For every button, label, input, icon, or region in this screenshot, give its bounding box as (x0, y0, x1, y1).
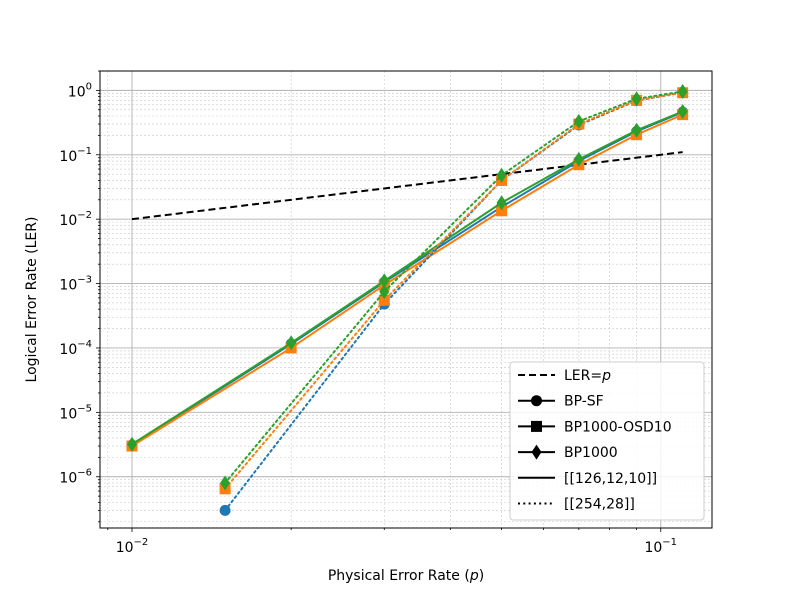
y-tick-exponent: −4 (77, 339, 92, 350)
y-tick-base: 10 (59, 278, 77, 294)
y-axis-label: Logical Error Rate (LER) (24, 217, 40, 383)
x-axis-label-text: Physical Error Rate ( (328, 568, 470, 584)
legend-entry: BP1000-OSD10 (518, 419, 672, 435)
data-point (286, 335, 297, 351)
legend-label-text: [[126,12,10]] (564, 471, 657, 487)
data-point (126, 436, 137, 452)
legend-label: BP-SF (564, 394, 604, 410)
y-tick-label: 10−6 (59, 468, 92, 487)
legend-label: [[254,28]] (564, 497, 635, 513)
y-tick-label: 10−1 (59, 146, 92, 165)
reference-line-path (131, 151, 683, 221)
data-point (496, 195, 507, 211)
data-point (631, 122, 642, 138)
legend-label-variable: p (601, 368, 611, 384)
y-tick-exponent: −3 (77, 275, 92, 286)
series-line (224, 90, 684, 484)
legend-label-text: LER= (564, 368, 602, 384)
data-point (573, 151, 584, 167)
y-tick-exponent: −6 (77, 468, 92, 479)
data-point (573, 113, 584, 129)
data-point (496, 167, 507, 183)
x-axis-label-close: ) (479, 568, 484, 584)
x-tick-label: 10−1 (644, 537, 677, 556)
legend-entry: [[254,28]] (518, 497, 635, 513)
y-tick-base: 10 (59, 149, 77, 165)
legend-label: [[126,12,10]] (564, 471, 657, 487)
y-tick-base: 10 (68, 84, 86, 100)
series-5 (220, 84, 688, 491)
y-tick-label: 10−3 (59, 275, 92, 294)
y-tick-exponent: −1 (77, 146, 92, 157)
y-tick-label: 10−4 (59, 339, 92, 358)
legend: LER=p BP-SF BP1000-OSD10 BP1000 [[126,12,10]… (509, 361, 705, 521)
data-point (379, 273, 390, 289)
series-2 (126, 103, 688, 452)
y-tick-exponent: −2 (77, 210, 92, 221)
y-tick-base: 10 (59, 406, 77, 422)
legend-label-text: BP1000-OSD10 (564, 419, 672, 435)
y-tick-base: 10 (59, 471, 77, 487)
x-tick-base: 10 (644, 540, 662, 556)
data-point (219, 504, 231, 516)
y-tick-label: 10−5 (59, 403, 92, 422)
y-tick-base: 10 (59, 342, 77, 358)
legend-label: BP1000 (564, 445, 618, 461)
x-tick-exponent: −2 (134, 537, 149, 548)
x-tick-base: 10 (116, 540, 134, 556)
legend-marker (531, 444, 542, 460)
legend-box (509, 361, 705, 521)
x-tick-label: 10−2 (116, 537, 149, 556)
data-point (677, 103, 688, 119)
y-tick-label: 100 (68, 81, 92, 100)
legend-entry: [[126,12,10]] (518, 471, 657, 487)
legend-label: LER=p (564, 368, 611, 384)
legend-entry: LER=p (518, 368, 611, 384)
data-point (378, 294, 390, 306)
legend-marker (531, 395, 542, 407)
legend-entry: BP1000 (518, 444, 618, 461)
y-tick-label: 10−2 (59, 210, 92, 229)
legend-label: BP1000-OSD10 (564, 419, 672, 435)
y-tick-base: 10 (59, 213, 77, 229)
y-tick-exponent: −5 (77, 403, 92, 414)
legend-marker (531, 420, 542, 432)
legend-label-text: BP1000 (564, 445, 618, 461)
data-point (496, 205, 508, 217)
y-tick-exponent: 0 (86, 81, 92, 92)
data-point (677, 84, 688, 100)
legend-entry: BP-SF (518, 394, 604, 410)
x-tick-exponent: −1 (662, 537, 677, 548)
reference-line (131, 151, 683, 221)
x-axis-label-variable: p (469, 568, 479, 584)
data-point (220, 475, 231, 491)
legend-label-text: [[254,28]] (564, 497, 635, 513)
x-axis-label: Physical Error Rate (p) (328, 568, 484, 584)
series-group (126, 84, 689, 516)
series-line (224, 91, 684, 490)
plot-frame (99, 70, 713, 529)
data-point (631, 91, 642, 107)
legend-label-text: BP-SF (564, 394, 604, 410)
data-point (379, 284, 390, 300)
